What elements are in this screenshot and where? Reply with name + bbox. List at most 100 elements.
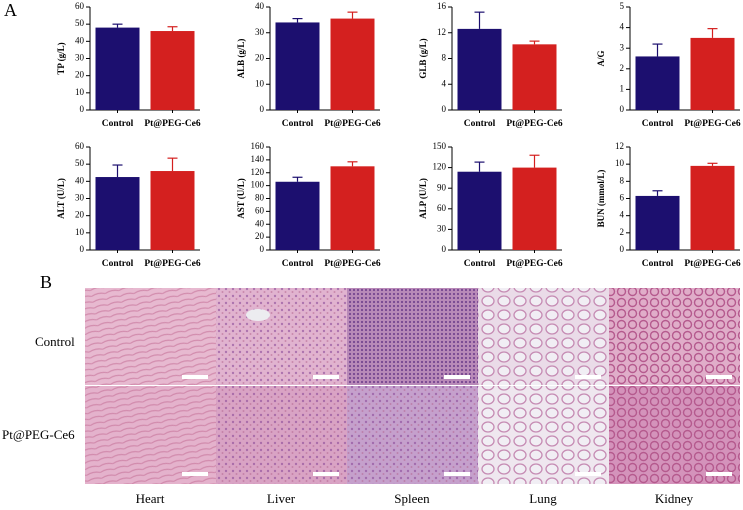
histology-texture (347, 386, 478, 484)
y-tick-label: 0 (620, 244, 625, 254)
y-axis-label: ALT (U/L) (56, 178, 66, 219)
y-tick-label: 60 (75, 1, 85, 11)
x-tick-label: Pt@PEG-Ce6 (144, 259, 201, 269)
x-tick-label: Pt@PEG-Ce6 (684, 259, 741, 269)
histology-texture (609, 288, 740, 385)
x-tick-label: Control (282, 259, 314, 269)
bar (457, 28, 502, 111)
y-tick-label: 30 (255, 27, 265, 37)
y-tick-label: 20 (75, 210, 85, 220)
y-tick-label: 10 (615, 158, 625, 168)
histology-texture (85, 386, 216, 484)
y-axis-label: AST (U/L) (236, 178, 246, 219)
y-tick-label: 90 (437, 182, 447, 192)
bar-chart: 0 30 60 90 120 150 ALP (U/L) Control Pt@PEG-Ce6 (418, 141, 563, 269)
bar (512, 44, 557, 110)
bar-chart: 0 10 20 30 40 50 60 TP (g/L) Control Pt@PEG-Ce6 (56, 1, 201, 129)
y-tick-label: 60 (75, 141, 85, 151)
y-tick-label: 50 (75, 158, 85, 168)
y-tick-label: 160 (251, 141, 265, 151)
y-tick-label: 50 (75, 18, 85, 28)
histology-texture (216, 288, 347, 385)
y-axis-label: GLB (g/L) (418, 38, 428, 78)
y-tick-label: 0 (80, 244, 85, 254)
y-tick-label: 2 (620, 63, 625, 73)
y-tick-label: 1 (620, 83, 625, 93)
bar (95, 27, 140, 111)
histology-texture (85, 288, 216, 385)
y-tick-label: 3 (620, 42, 625, 52)
x-tick-label: Pt@PEG-Ce6 (506, 259, 563, 269)
y-tick-label: 140 (251, 154, 265, 164)
histology-texture (478, 288, 609, 385)
y-tick-label: 10 (75, 227, 85, 237)
y-tick-label: 6 (620, 193, 625, 203)
x-tick-label: Pt@PEG-Ce6 (324, 119, 381, 129)
x-tick-label: Control (102, 259, 134, 269)
y-tick-label: 80 (255, 193, 265, 203)
column-label: Kidney (655, 491, 694, 506)
y-tick-label: 2 (620, 227, 625, 237)
y-tick-label: 120 (433, 162, 447, 172)
y-tick-label: 0 (442, 104, 447, 114)
y-tick-label: 8 (442, 53, 447, 63)
y-tick-label: 150 (433, 141, 447, 151)
bar (635, 56, 680, 110)
scale-bars (182, 375, 732, 476)
y-tick-label: 0 (620, 104, 625, 114)
y-tick-label: 20 (255, 53, 265, 63)
bar (95, 177, 140, 250)
histology-grid (85, 288, 740, 484)
y-tick-label: 0 (80, 104, 85, 114)
bar (150, 171, 195, 250)
bar (512, 167, 557, 250)
y-tick-label: 40 (255, 218, 265, 228)
bar-chart: 0 10 20 30 40 50 60 ALT (U/L) Control Pt@PEG-Ce6 (56, 141, 201, 269)
y-tick-label: 0 (442, 244, 447, 254)
y-tick-label: 60 (255, 205, 265, 215)
y-tick-label: 20 (255, 231, 265, 241)
y-tick-label: 4 (620, 210, 625, 220)
bar-chart: 0 20 40 60 80 100 120 140 160 AST (U/L) Control Pt@… (236, 141, 381, 269)
histology-texture (609, 386, 740, 484)
bar-chart: 0 10 20 30 40 ALB (g/L) Control Pt@PEG-Ce6 (236, 1, 381, 129)
bar (690, 165, 735, 250)
y-tick-label: 30 (75, 53, 85, 63)
y-tick-label: 60 (437, 203, 447, 213)
y-tick-label: 4 (442, 78, 447, 88)
y-tick-label: 4 (620, 22, 625, 32)
vessel (246, 309, 270, 321)
y-tick-label: 10 (255, 78, 265, 88)
y-tick-label: 5 (620, 1, 625, 11)
x-tick-label: Control (642, 119, 674, 129)
y-tick-label: 30 (437, 223, 447, 233)
x-tick-label: Pt@PEG-Ce6 (324, 259, 381, 269)
y-tick-label: 40 (75, 175, 85, 185)
bar (635, 195, 680, 250)
bar (330, 166, 375, 250)
bar (457, 171, 502, 250)
y-tick-label: 40 (75, 35, 85, 45)
y-tick-label: 0 (260, 244, 265, 254)
bar (330, 18, 375, 110)
bar (690, 37, 735, 110)
column-label: Lung (529, 491, 557, 506)
row-label: Pt@PEG-Ce6 (2, 427, 75, 442)
y-tick-label: 12 (437, 27, 446, 37)
column-label: Heart (136, 491, 165, 506)
y-axis-label: A/G (596, 50, 606, 66)
bar (275, 181, 320, 250)
x-tick-label: Control (102, 119, 134, 129)
histology-texture (347, 288, 478, 385)
x-tick-label: Control (464, 259, 496, 269)
x-tick-label: Pt@PEG-Ce6 (144, 119, 201, 129)
x-tick-label: Control (282, 119, 314, 129)
histology-texture (216, 386, 347, 484)
column-label: Liver (267, 491, 296, 506)
y-tick-label: 0 (260, 104, 265, 114)
y-axis-label: ALB (g/L) (236, 39, 246, 79)
y-tick-label: 30 (75, 193, 85, 203)
y-axis-label: ALP (U/L) (418, 178, 428, 219)
y-tick-label: 40 (255, 1, 265, 11)
